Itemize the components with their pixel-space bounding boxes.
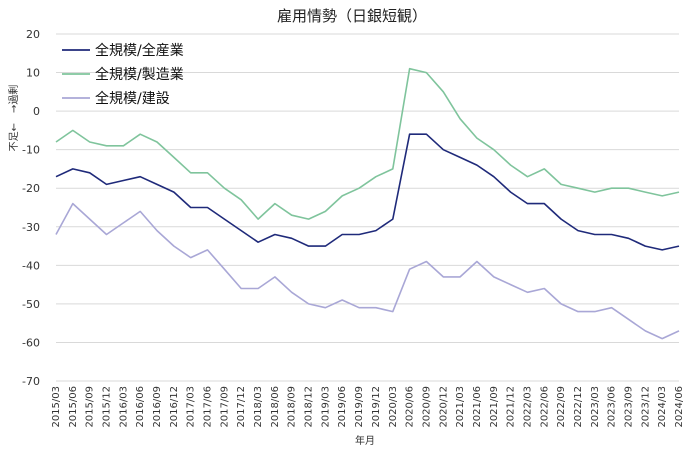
x-tick-label: 2022/09: [556, 386, 567, 428]
y-tick-label: -60: [22, 336, 40, 349]
x-tick-label: 2022/06: [539, 386, 550, 428]
gridlines: [56, 33, 679, 382]
x-tick-label: 2024/03: [657, 386, 668, 428]
series-lines: [55, 67, 680, 340]
x-tick-label: 2020/03: [388, 386, 399, 428]
x-tick-label: 2021/03: [455, 386, 466, 428]
legend-label: 全規模/建設: [95, 90, 170, 107]
x-tick-label: 2015/12: [102, 386, 113, 428]
y-tick-label: 10: [26, 67, 40, 80]
x-tick-label: 2016/09: [152, 386, 163, 428]
x-tick-label: 2017/09: [219, 386, 230, 428]
y-tick-label: -50: [22, 298, 40, 311]
x-tick-label: 2019/09: [354, 386, 365, 428]
x-tick-label: 2020/12: [438, 386, 449, 428]
x-tick-label: 2018/12: [304, 386, 315, 428]
y-tick-label: -10: [22, 144, 40, 157]
x-tick-label: 2016/12: [169, 386, 180, 428]
x-tick-label: 2015/09: [85, 386, 96, 428]
y-axis: 20 10 0 -10 -20 -30 -40 -50 -60 -70: [22, 28, 40, 388]
x-tick-label: 2015/06: [68, 386, 79, 428]
series-line-2: [55, 202, 680, 340]
x-tick-label: 2016/06: [135, 386, 146, 428]
x-axis: 2015/03 2015/06 2015/09 2015/12 2016/03 2016/…: [51, 386, 685, 428]
y-tick-label: 20: [26, 28, 40, 41]
x-tick-label: 2022/12: [573, 386, 584, 428]
y-tick-label: -30: [22, 221, 40, 234]
x-tick-label: 2017/12: [236, 386, 247, 428]
y-tick-label: -40: [22, 259, 40, 272]
x-tick-label: 2015/03: [51, 386, 62, 428]
x-tick-label: 2019/12: [371, 386, 382, 428]
x-tick-label: 2019/06: [337, 386, 348, 428]
x-tick-label: 2023/12: [640, 386, 651, 428]
series-line-0: [55, 133, 680, 251]
x-tick-label: 2021/06: [472, 386, 483, 428]
x-tick-label: 2023/06: [607, 386, 618, 428]
x-tick-label: 2020/06: [405, 386, 416, 428]
x-tick-label: 2018/09: [287, 386, 298, 428]
x-tick-label: 2022/03: [522, 386, 533, 428]
x-tick-label: 2020/09: [421, 386, 432, 428]
series-line-1: [55, 67, 680, 220]
y-tick-label: -70: [22, 375, 40, 388]
x-tick-label: 2024/06: [674, 386, 685, 428]
y-tick-label: 0: [33, 105, 40, 118]
x-tick-label: 2018/06: [270, 386, 281, 428]
x-axis-title: 年月: [355, 434, 375, 447]
x-tick-label: 2021/09: [489, 386, 500, 428]
x-tick-label: 2023/09: [623, 386, 634, 428]
x-tick-label: 2017/06: [203, 386, 214, 428]
x-tick-label: 2017/03: [186, 386, 197, 428]
legend-label: 全規模/製造業: [95, 66, 184, 83]
x-tick-label: 2016/03: [118, 386, 129, 428]
x-tick-label: 2023/03: [590, 386, 601, 428]
x-tick-label: 2018/03: [253, 386, 264, 428]
legend-label: 全規模/全産業: [95, 42, 184, 59]
y-axis-title: 不足← →過剰: [8, 85, 20, 152]
x-tick-label: 2021/12: [506, 386, 517, 428]
chart-title: 雇用情勢（日銀短観）: [277, 7, 427, 25]
x-tick-label: 2019/03: [320, 386, 331, 428]
y-tick-label: -20: [22, 182, 40, 195]
